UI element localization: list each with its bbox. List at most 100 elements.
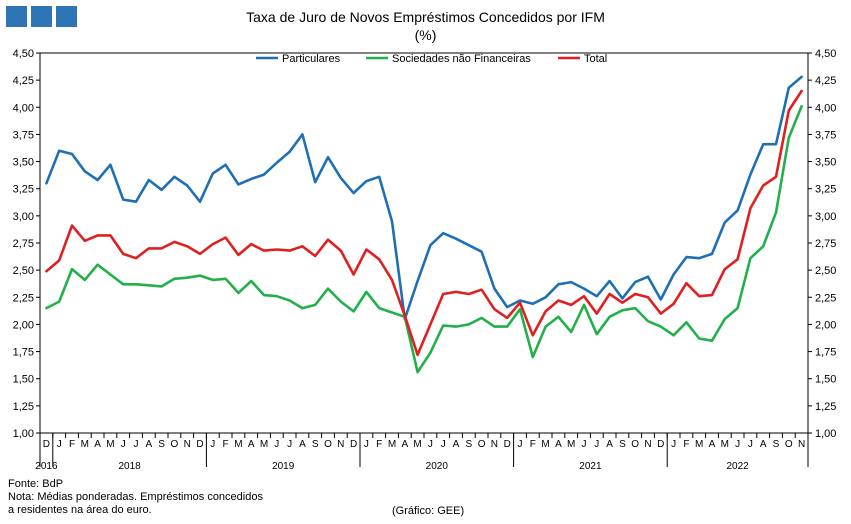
x-tick-label: F bbox=[376, 439, 382, 450]
x-tick-label: S bbox=[465, 439, 472, 450]
y-tick-label-left: 2,50 bbox=[13, 265, 34, 277]
x-tick-label: D bbox=[657, 439, 664, 450]
y-tick-label-right: 1,25 bbox=[815, 401, 836, 413]
x-tick-label: M bbox=[541, 439, 549, 450]
x-tick-label: J bbox=[671, 439, 676, 450]
x-tick-label: A bbox=[145, 439, 152, 450]
x-tick-label: D bbox=[350, 439, 357, 450]
x-tick-label: N bbox=[337, 439, 344, 450]
y-tick-label-right: 1,75 bbox=[815, 347, 836, 359]
x-tick-label: M bbox=[260, 439, 268, 450]
y-tick-label-left: 1,75 bbox=[13, 347, 34, 359]
y-tick-label-left: 4,00 bbox=[13, 102, 34, 114]
x-tick-label: S bbox=[619, 439, 626, 450]
x-tick-label: A bbox=[401, 439, 408, 450]
x-tick-label: J bbox=[364, 439, 369, 450]
y-tick-label-left: 2,25 bbox=[13, 292, 34, 304]
x-tick-label: N bbox=[798, 439, 805, 450]
x-tick-label: J bbox=[274, 439, 279, 450]
x-tick-label: A bbox=[94, 439, 101, 450]
x-tick-label: D bbox=[504, 439, 511, 450]
x-tick-label: A bbox=[760, 439, 767, 450]
year-label: 2020 bbox=[426, 461, 449, 472]
x-tick-label: J bbox=[428, 439, 433, 450]
y-tick-label-left: 4,25 bbox=[13, 75, 34, 87]
footnote-line-1: Nota: Médias ponderadas. Empréstimos con… bbox=[8, 491, 263, 503]
x-tick-label: S bbox=[312, 439, 319, 450]
y-tick-label-right: 2,50 bbox=[815, 265, 836, 277]
y-tick-label-right: 2,00 bbox=[815, 319, 836, 331]
x-tick-label: J bbox=[748, 439, 753, 450]
x-tick-label: A bbox=[555, 439, 562, 450]
x-tick-label: J bbox=[594, 439, 599, 450]
x-tick-label: M bbox=[721, 439, 729, 450]
y-tick-label-left: 4,50 bbox=[13, 48, 34, 60]
x-tick-label: N bbox=[491, 439, 498, 450]
x-tick-label: F bbox=[223, 439, 229, 450]
y-tick-label-right: 3,50 bbox=[815, 157, 836, 169]
x-tick-label: M bbox=[695, 439, 703, 450]
x-tick-label: D bbox=[196, 439, 203, 450]
logo-square bbox=[56, 6, 77, 27]
x-tick-label: J bbox=[134, 439, 139, 450]
x-tick-label: S bbox=[773, 439, 780, 450]
y-tick-label-left: 3,25 bbox=[13, 184, 34, 196]
x-tick-label: A bbox=[453, 439, 460, 450]
x-tick-label: M bbox=[388, 439, 396, 450]
y-tick-label-left: 3,00 bbox=[13, 211, 34, 223]
x-tick-label: N bbox=[644, 439, 651, 450]
y-tick-label-right: 4,00 bbox=[815, 102, 836, 114]
year-label: 2022 bbox=[726, 461, 749, 472]
y-tick-label-right: 3,25 bbox=[815, 184, 836, 196]
y-tick-label-right: 1,50 bbox=[815, 374, 836, 386]
year-label: 2021 bbox=[579, 461, 602, 472]
year-label: 2019 bbox=[272, 461, 295, 472]
y-tick-label-left: 1,50 bbox=[13, 374, 34, 386]
chart-title: Taxa de Juro de Novos Empréstimos Conced… bbox=[246, 9, 605, 25]
y-tick-label-left: 2,75 bbox=[13, 238, 34, 250]
series-line bbox=[45, 75, 803, 321]
footnote-line-2: a residentes na área do euro. bbox=[8, 504, 152, 516]
x-tick-label: O bbox=[478, 439, 486, 450]
legend-label: Total bbox=[584, 53, 607, 65]
legend-label: Particulares bbox=[282, 53, 341, 65]
series-line bbox=[45, 104, 803, 374]
x-tick-label: M bbox=[567, 439, 575, 450]
year-label: 2018 bbox=[118, 461, 141, 472]
x-tick-label: A bbox=[299, 439, 306, 450]
x-tick-label: J bbox=[210, 439, 215, 450]
x-tick-label: J bbox=[441, 439, 446, 450]
y-tick-label-left: 1,00 bbox=[13, 428, 34, 440]
y-tick-label-left: 2,00 bbox=[13, 319, 34, 331]
series-line bbox=[45, 89, 803, 357]
y-tick-label-right: 1,00 bbox=[815, 428, 836, 440]
year-label: 2016 bbox=[35, 461, 58, 472]
x-tick-label: F bbox=[530, 439, 536, 450]
x-tick-label: J bbox=[287, 439, 292, 450]
y-tick-label-right: 3,75 bbox=[815, 129, 836, 141]
x-tick-label: O bbox=[171, 439, 179, 450]
x-tick-label: N bbox=[184, 439, 191, 450]
x-tick-label: A bbox=[248, 439, 255, 450]
chart-credit: (Gráfico: GEE) bbox=[392, 505, 465, 517]
x-tick-label: J bbox=[57, 439, 62, 450]
source-note: Fonte: BdP bbox=[8, 478, 64, 490]
y-tick-label-right: 3,00 bbox=[815, 211, 836, 223]
x-tick-label: O bbox=[324, 439, 332, 450]
y-tick-label-right: 4,25 bbox=[815, 75, 836, 87]
legend-label: Sociedades não Financeiras bbox=[392, 53, 531, 65]
x-tick-label: F bbox=[69, 439, 75, 450]
plot-frame bbox=[39, 52, 809, 434]
y-tick-label-left: 1,25 bbox=[13, 401, 34, 413]
y-tick-label-right: 2,25 bbox=[815, 292, 836, 304]
chart-subtitle: (%) bbox=[414, 27, 437, 43]
logo-square bbox=[6, 6, 27, 27]
y-tick-label-right: 2,75 bbox=[815, 238, 836, 250]
x-tick-label: O bbox=[631, 439, 639, 450]
x-tick-label: S bbox=[158, 439, 165, 450]
y-tick-label-left: 3,50 bbox=[13, 157, 34, 169]
x-tick-label: M bbox=[413, 439, 421, 450]
x-tick-label: M bbox=[106, 439, 114, 450]
y-tick-label-right: 4,50 bbox=[815, 48, 836, 60]
